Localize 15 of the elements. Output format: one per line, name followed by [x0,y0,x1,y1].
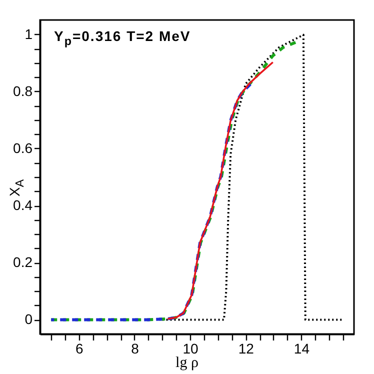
y-tick-label: 1 [24,26,33,42]
x-tick-label: 8 [131,340,140,356]
y-tick-label: 0 [24,311,33,328]
x-tick-label: 14 [294,340,310,356]
x-tick-label: 6 [76,340,84,356]
y-tick-label: 0.8 [13,82,33,99]
y-tick-label: 0.2 [13,254,33,270]
x-axis-title: lg ρ [174,355,200,372]
line-series [50,82,252,322]
x-tick-label: 10 [182,340,199,356]
annotation: Y$_{p}$=0.316 T=2 MeV [54,28,191,48]
line-series [166,61,274,320]
x-tick-label: 12 [238,340,254,356]
y-tick-label: 0.4 [13,197,33,214]
y-tick-label: 0.6 [13,140,33,156]
